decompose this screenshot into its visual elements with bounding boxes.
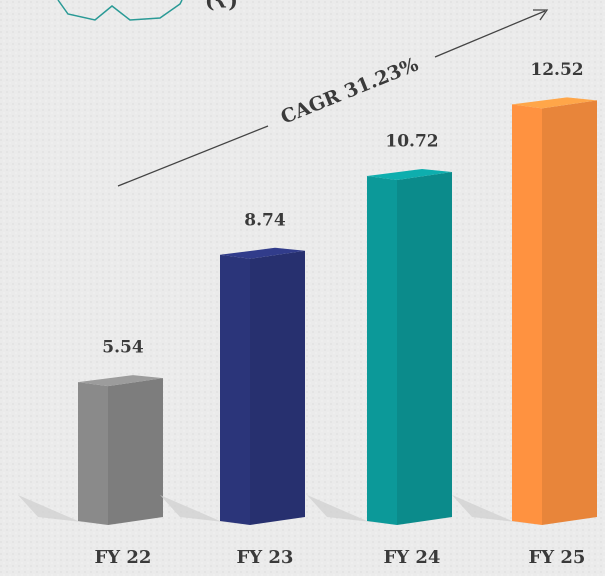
- icon: [57, 0, 183, 21]
- bar-top-face: [367, 168, 452, 180]
- bar-right-face: [250, 250, 305, 525]
- bar-left-face: [220, 254, 250, 525]
- value-label: 10.72: [385, 131, 438, 151]
- value-label: 12.52: [530, 60, 583, 80]
- x-tick-label: FY 23: [237, 547, 294, 568]
- bar-left-face: [78, 382, 108, 525]
- x-tick-label: FY 22: [95, 547, 152, 568]
- bar-shadow: [18, 495, 108, 525]
- bar-right-face: [542, 100, 597, 526]
- bar-right-face: [397, 171, 452, 525]
- unit-label: (₹): [205, 0, 238, 13]
- value-label: 8.74: [244, 210, 286, 230]
- bar-left-face: [367, 175, 397, 525]
- cagr-arrow: [533, 9, 549, 21]
- bar-top-face: [220, 247, 305, 259]
- value-label: 5.54: [102, 338, 144, 358]
- cagr-line: [434, 10, 546, 58]
- x-tick-label: FY 24: [384, 547, 441, 568]
- bar-shadow: [452, 495, 542, 525]
- bar-top-face: [512, 97, 597, 109]
- bar-right-face: [108, 378, 163, 525]
- bar-left-face: [512, 104, 542, 526]
- bar-top-face: [78, 375, 163, 387]
- bar-shadow: [307, 495, 397, 525]
- bar-shadow: [160, 495, 250, 525]
- x-tick-label: FY 25: [529, 547, 586, 568]
- cagr-line: [117, 125, 269, 187]
